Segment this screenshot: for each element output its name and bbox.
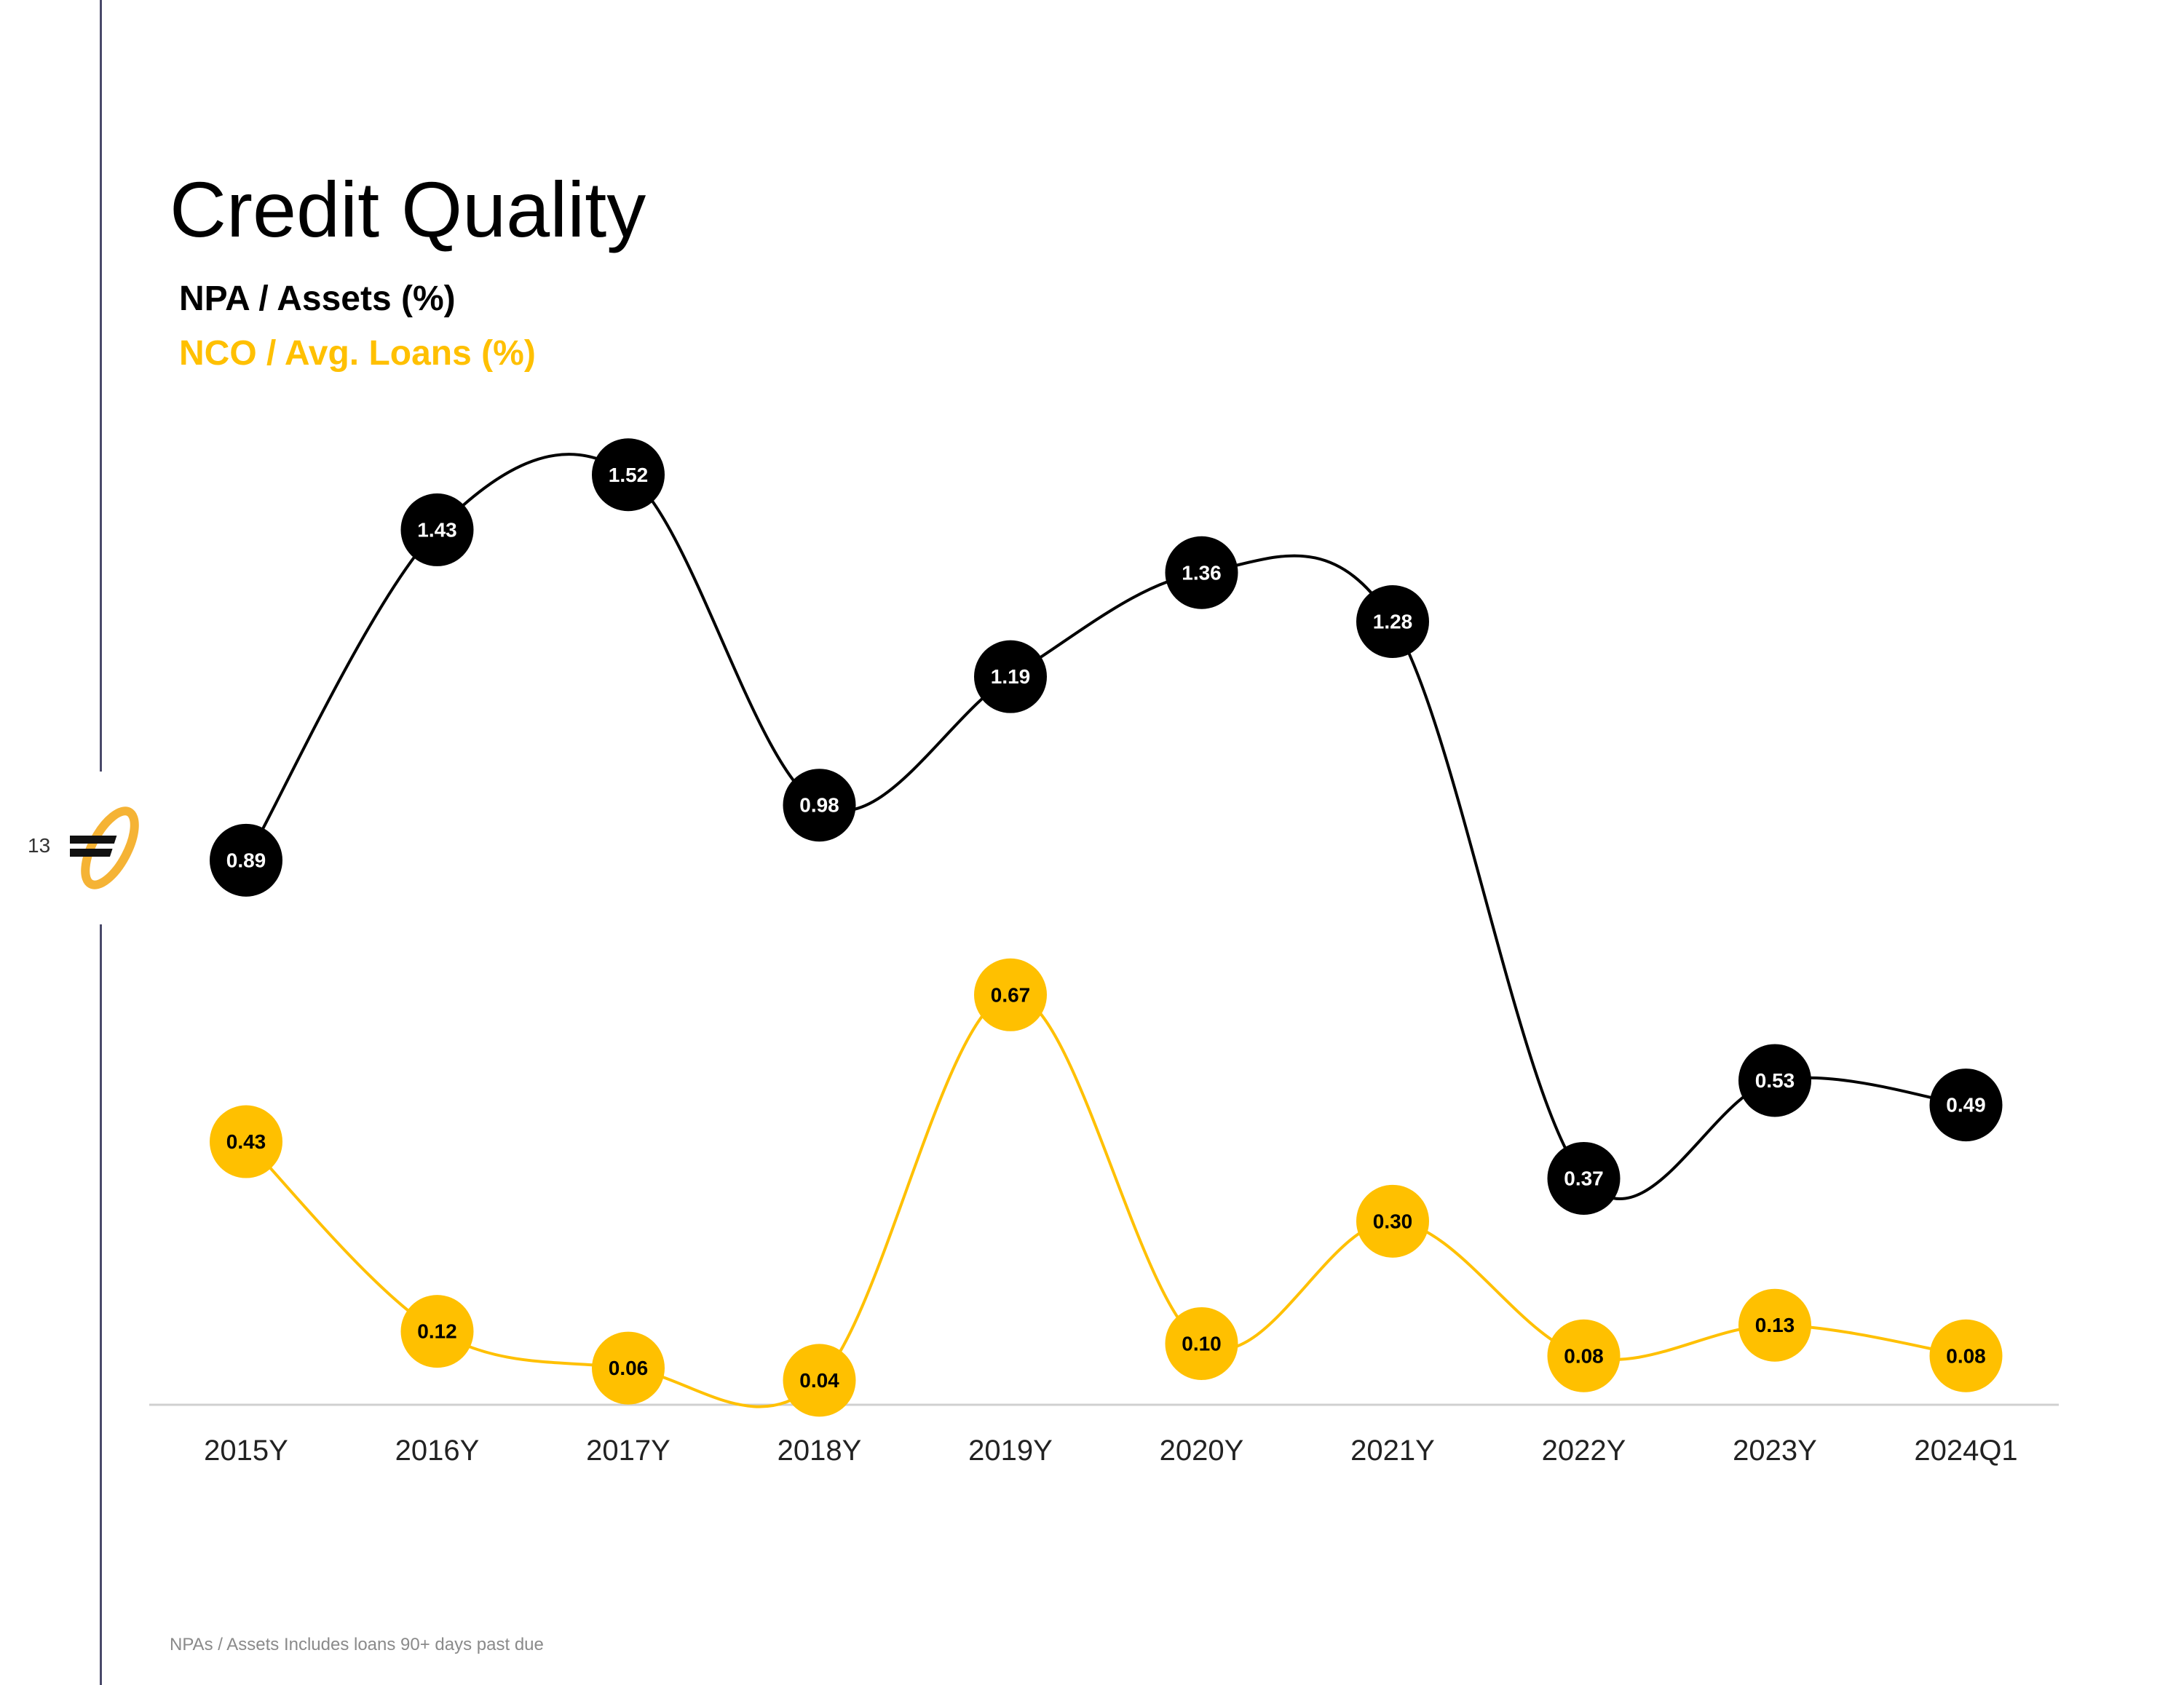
x-tick-label: 2021Y bbox=[1350, 1435, 1435, 1467]
data-point-npa-6: 1.28 bbox=[1356, 585, 1429, 658]
data-point-nco-8: 0.13 bbox=[1738, 1288, 1811, 1362]
data-marker-npa bbox=[210, 823, 282, 897]
data-point-nco-9: 0.08 bbox=[1929, 1319, 2003, 1392]
data-label-npa: 1.52 bbox=[609, 464, 649, 486]
data-marker-nco bbox=[1547, 1319, 1621, 1392]
x-tick-label: 2019Y bbox=[968, 1435, 1053, 1467]
data-label-nco: 0.04 bbox=[799, 1369, 839, 1392]
data-label-nco: 0.30 bbox=[1373, 1210, 1413, 1232]
page-title: Credit Quality bbox=[170, 165, 646, 253]
data-point-nco-0: 0.43 bbox=[210, 1105, 282, 1178]
data-point-npa-7: 0.37 bbox=[1547, 1141, 1621, 1215]
data-point-nco-7: 0.08 bbox=[1547, 1319, 1621, 1392]
data-point-npa-0: 0.89 bbox=[210, 823, 282, 897]
data-point-nco-6: 0.30 bbox=[1356, 1184, 1429, 1258]
data-label-nco: 0.08 bbox=[1564, 1344, 1604, 1367]
series-line-nco bbox=[245, 993, 1966, 1408]
data-label-npa: 0.37 bbox=[1564, 1167, 1604, 1189]
data-marker-npa bbox=[1738, 1044, 1811, 1117]
data-marker-nco bbox=[400, 1295, 474, 1368]
data-point-nco-2: 0.06 bbox=[592, 1331, 665, 1405]
data-marker-nco bbox=[1356, 1184, 1429, 1258]
data-point-npa-1: 1.43 bbox=[400, 493, 474, 566]
data-point-nco-3: 0.04 bbox=[783, 1344, 856, 1417]
footnote: NPAs / Assets Includes loans 90+ days pa… bbox=[170, 1635, 544, 1654]
data-point-npa-4: 1.19 bbox=[974, 640, 1047, 713]
x-tick-label: 2024Q1 bbox=[1914, 1435, 2017, 1467]
data-label-npa: 0.89 bbox=[226, 849, 266, 871]
legend-nco: NCO / Avg. Loans (%) bbox=[179, 334, 536, 373]
data-point-npa-5: 1.36 bbox=[1165, 536, 1238, 609]
data-label-npa: 0.49 bbox=[1946, 1094, 1986, 1117]
data-marker-npa bbox=[592, 438, 665, 512]
data-marker-npa bbox=[1929, 1069, 2003, 1142]
data-point-nco-4: 0.67 bbox=[974, 958, 1047, 1031]
data-marker-nco bbox=[783, 1344, 856, 1417]
data-point-npa-9: 0.49 bbox=[1929, 1069, 2003, 1142]
data-point-npa-8: 0.53 bbox=[1738, 1044, 1811, 1117]
data-point-nco-1: 0.12 bbox=[400, 1295, 474, 1368]
data-marker-nco bbox=[1929, 1319, 2003, 1392]
data-label-npa: 0.53 bbox=[1755, 1069, 1795, 1092]
side-rule-bottom bbox=[100, 924, 102, 1685]
x-tick-label: 2015Y bbox=[204, 1435, 288, 1467]
data-label-nco: 0.43 bbox=[226, 1130, 266, 1153]
data-point-npa-2: 1.52 bbox=[592, 438, 665, 512]
data-point-nco-5: 0.10 bbox=[1165, 1307, 1238, 1380]
data-label-nco: 0.67 bbox=[991, 983, 1031, 1006]
legend-npa: NPA / Assets (%) bbox=[179, 279, 456, 318]
data-label-npa: 1.28 bbox=[1373, 611, 1413, 633]
data-point-npa-3: 0.98 bbox=[783, 769, 856, 842]
x-tick-label: 2023Y bbox=[1733, 1435, 1817, 1467]
data-label-nco: 0.13 bbox=[1755, 1314, 1795, 1336]
x-tick-label: 2018Y bbox=[778, 1435, 862, 1467]
data-marker-npa bbox=[783, 769, 856, 842]
data-marker-nco bbox=[210, 1105, 282, 1178]
data-label-npa: 0.98 bbox=[799, 794, 839, 817]
data-label-nco: 0.12 bbox=[417, 1320, 457, 1343]
data-marker-npa bbox=[1356, 585, 1429, 658]
x-tick-label: 2020Y bbox=[1160, 1435, 1244, 1467]
x-tick-label: 2022Y bbox=[1542, 1435, 1626, 1467]
data-marker-nco bbox=[592, 1331, 665, 1405]
data-label-nco: 0.06 bbox=[609, 1357, 649, 1379]
side-rule-top bbox=[100, 0, 102, 772]
data-marker-nco bbox=[974, 958, 1047, 1031]
page-number: 13 bbox=[28, 834, 51, 857]
data-label-nco: 0.08 bbox=[1946, 1344, 1986, 1367]
data-label-npa: 1.43 bbox=[417, 518, 457, 541]
x-tick-label: 2016Y bbox=[395, 1435, 480, 1467]
data-marker-nco bbox=[1738, 1288, 1811, 1362]
data-label-nco: 0.10 bbox=[1182, 1332, 1222, 1355]
series-line-npa bbox=[245, 453, 1966, 1200]
data-marker-npa bbox=[974, 640, 1047, 713]
x-tick-label: 2017Y bbox=[586, 1435, 670, 1467]
data-label-npa: 1.36 bbox=[1182, 561, 1222, 584]
data-marker-npa bbox=[1165, 536, 1238, 609]
data-marker-nco bbox=[1165, 1307, 1238, 1380]
data-marker-npa bbox=[400, 493, 474, 566]
brand-logo-icon bbox=[70, 806, 139, 889]
data-marker-npa bbox=[1547, 1141, 1621, 1215]
data-label-npa: 1.19 bbox=[991, 665, 1031, 688]
